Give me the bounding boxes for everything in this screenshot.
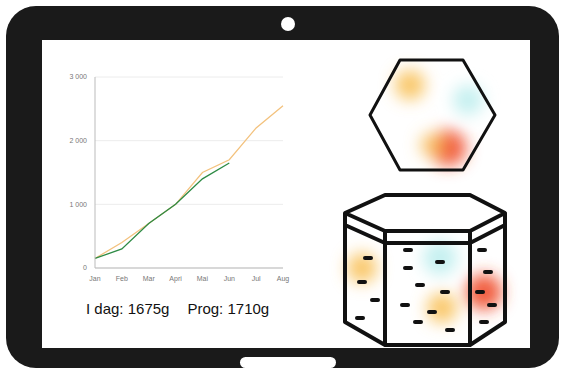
- svg-text:Jan: Jan: [89, 275, 100, 282]
- svg-text:Mai: Mai: [197, 275, 209, 282]
- svg-text:Feb: Feb: [116, 275, 128, 282]
- svg-text:Jul: Jul: [252, 275, 261, 282]
- svg-text:Apri: Apri: [169, 275, 182, 283]
- svg-text:Jun: Jun: [224, 275, 235, 282]
- svg-text:0: 0: [83, 264, 87, 271]
- svg-text:Aug: Aug: [277, 275, 290, 283]
- svg-text:2 000: 2 000: [69, 137, 87, 144]
- svg-text:Mar: Mar: [143, 275, 156, 282]
- html-text:Prog: 1710g: Prog: 1710g: [187, 300, 270, 317]
- svg-text:3 000: 3 000: [69, 73, 87, 80]
- html-text:I dag: 1675g: I dag: 1675g: [86, 300, 170, 317]
- svg-text:1 000: 1 000: [69, 201, 87, 208]
